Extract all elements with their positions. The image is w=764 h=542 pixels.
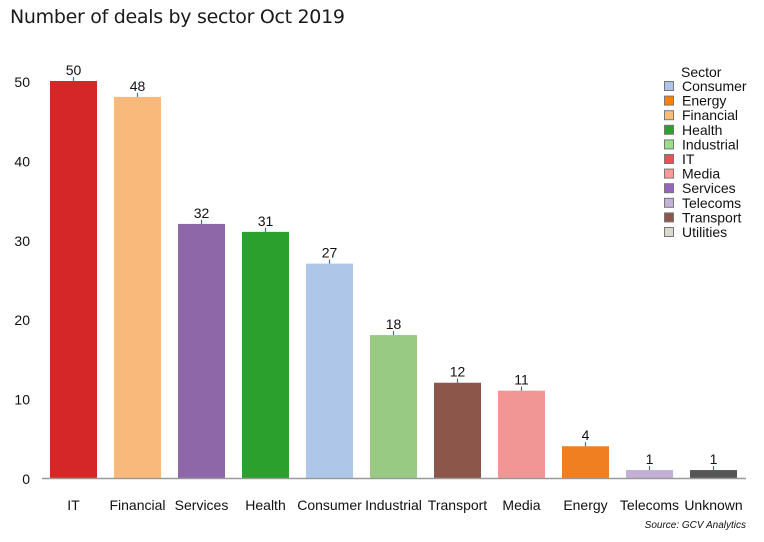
- legend-item: IT: [682, 151, 695, 167]
- x-tick-label: Unknown: [684, 497, 742, 513]
- x-tick-label: Services: [175, 497, 229, 513]
- x-tick-label: Consumer: [297, 497, 362, 513]
- data-label: 1: [710, 451, 718, 467]
- y-tick-label: 40: [14, 153, 30, 169]
- data-label: 27: [322, 245, 338, 261]
- bar-industrial: [370, 335, 417, 478]
- legend-swatch: [664, 212, 674, 223]
- legend-item: Telecoms: [682, 195, 741, 211]
- legend-title: Sector: [681, 64, 722, 80]
- data-label: 48: [130, 78, 146, 94]
- legend-item: Health: [682, 122, 722, 138]
- x-tick-label: Transport: [428, 497, 488, 513]
- legend-swatch: [664, 154, 674, 164]
- x-tick-label: IT: [67, 497, 80, 513]
- bar-telecoms: [626, 470, 673, 478]
- legend-item: Financial: [682, 107, 738, 123]
- source-note: Source: GCV Analytics: [644, 520, 746, 531]
- legend-swatch: [664, 110, 674, 121]
- data-label: 32: [194, 205, 210, 221]
- bar-unknown: [690, 470, 737, 478]
- data-label: 18: [386, 316, 402, 332]
- legend-swatch: [664, 227, 674, 237]
- bar-consumer: [306, 263, 353, 478]
- data-label: 12: [450, 364, 466, 380]
- legend-item: Media: [682, 166, 720, 182]
- data-label: 50: [66, 62, 82, 78]
- x-tick-label: Telecoms: [620, 497, 679, 513]
- y-tick-label: 50: [14, 74, 30, 90]
- data-label: 31: [258, 213, 274, 229]
- x-tick-label: Financial: [109, 497, 165, 513]
- x-tick-label: Energy: [563, 497, 607, 513]
- legend-swatch: [664, 197, 674, 208]
- bar-it: [50, 81, 97, 478]
- bar-financial: [114, 96, 161, 478]
- x-tick-label: Industrial: [365, 497, 422, 513]
- bar-services: [178, 223, 225, 478]
- chart-title: Number of deals by sector Oct 2019: [10, 6, 345, 28]
- data-label: 1: [646, 451, 654, 467]
- legend-item: Utilities: [682, 224, 727, 240]
- x-tick-label: Media: [502, 497, 540, 513]
- legend-swatch: [664, 95, 674, 106]
- y-tick-label: 0: [22, 471, 30, 487]
- bar-transport: [434, 382, 481, 478]
- x-tick-label: Health: [245, 497, 285, 513]
- data-label: 4: [582, 427, 590, 443]
- legend-item: Transport: [682, 209, 742, 225]
- legend-swatch: [664, 183, 674, 194]
- legend-item: Consumer: [682, 78, 747, 94]
- y-tick-label: 30: [14, 233, 30, 249]
- legend-item: Industrial: [682, 136, 739, 152]
- y-tick-label: 10: [14, 392, 30, 408]
- bar-media: [498, 390, 545, 478]
- legend-item: Services: [682, 180, 736, 196]
- data-label: 11: [514, 372, 529, 388]
- y-tick-label: 20: [14, 312, 30, 328]
- legend-swatch: [664, 124, 674, 135]
- bar-energy: [562, 446, 609, 478]
- legend-swatch: [664, 139, 674, 150]
- legend-swatch: [664, 81, 674, 91]
- legend-item: Energy: [682, 93, 726, 109]
- bar-health: [242, 231, 289, 478]
- legend-swatch: [664, 168, 674, 179]
